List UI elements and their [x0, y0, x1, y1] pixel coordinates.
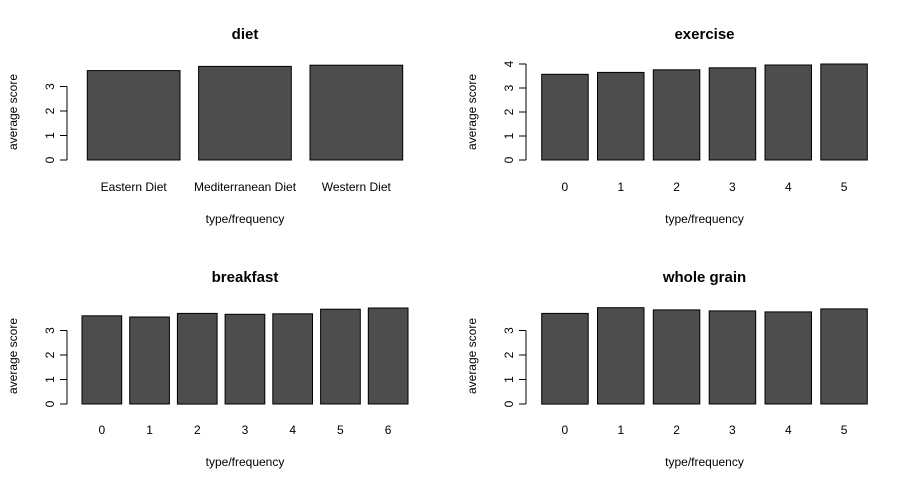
bar-4 — [272, 313, 313, 405]
bar-6 — [367, 307, 409, 405]
y-tick-label: 0 — [502, 156, 516, 163]
chart-panel-3: whole grain 0 1 2 3 4 5 0 1 2 3 type/frequency avera… — [465, 269, 868, 469]
bar-5 — [820, 63, 868, 161]
chart-title: whole grain — [662, 269, 746, 286]
y-axis-label: average score — [465, 318, 479, 394]
bar-0 — [541, 73, 589, 161]
y-tick-label: 2 — [502, 351, 516, 358]
bar-0 — [86, 70, 181, 161]
x-tick-label: Western Diet — [322, 180, 392, 194]
x-tick-label: Mediterranean Diet — [194, 180, 297, 194]
y-tick-label: 2 — [502, 108, 516, 115]
y-tick-label: 0 — [43, 156, 57, 163]
x-tick-label: 5 — [841, 423, 848, 437]
x-tick-label: 0 — [562, 180, 569, 194]
x-tick-label: 0 — [99, 423, 106, 437]
chart-title: diet — [232, 26, 259, 43]
x-axis-label: type/frequency — [665, 455, 744, 469]
x-tick-label: 2 — [194, 423, 201, 437]
y-tick-label: 0 — [502, 400, 516, 407]
x-axis-label: type/frequency — [206, 455, 285, 469]
y-tick-label: 3 — [43, 83, 57, 90]
bar-0 — [81, 315, 123, 405]
x-tick-label: 2 — [673, 423, 680, 437]
bar-1 — [129, 316, 170, 405]
chart-title: breakfast — [212, 269, 279, 286]
bar-3 — [708, 67, 757, 161]
y-tick-label: 3 — [502, 327, 516, 334]
x-tick-label: 5 — [337, 423, 344, 437]
bar-5 — [320, 308, 361, 405]
bar-2 — [176, 312, 218, 405]
bar-1 — [597, 71, 645, 161]
x-tick-label: 1 — [617, 423, 624, 437]
x-tick-label: 3 — [729, 180, 736, 194]
y-tick-label: 3 — [43, 327, 57, 334]
y-axis-label: average score — [6, 318, 20, 394]
y-tick-label: 1 — [43, 376, 57, 383]
chart-panel-2: breakfast 0 1 2 3 4 5 6 0 1 2 3 type/frequency averag… — [6, 269, 409, 469]
chart-title: exercise — [674, 26, 734, 43]
x-tick-label: 1 — [617, 180, 624, 194]
bar-2 — [652, 309, 701, 405]
bar-4 — [764, 64, 812, 161]
x-tick-label: 3 — [729, 423, 736, 437]
bar-2 — [309, 64, 404, 161]
y-tick-label: 2 — [43, 351, 57, 358]
x-tick-label: 0 — [562, 423, 569, 437]
bar-0 — [541, 312, 589, 405]
y-tick-label: 2 — [43, 107, 57, 114]
x-tick-label: 4 — [785, 423, 792, 437]
x-axis-label: type/frequency — [206, 212, 285, 226]
bar-1 — [198, 65, 292, 161]
chart-panel-1: exercise 0 1 2 3 4 5 0 1 2 3 4 type/frequency average… — [465, 26, 868, 226]
x-tick-label: 6 — [385, 423, 392, 437]
bar-2 — [652, 69, 701, 161]
x-tick-label: 3 — [242, 423, 249, 437]
y-tick-label: 1 — [502, 132, 516, 139]
y-tick-label: 3 — [502, 84, 516, 91]
x-tick-label: 4 — [289, 423, 296, 437]
y-axis-label: average score — [6, 74, 20, 150]
chart-panel-0: diet Eastern Diet Mediterranean Diet Wester… — [6, 26, 404, 226]
x-tick-label: 5 — [841, 180, 848, 194]
bar-1 — [597, 307, 645, 405]
bar-3 — [224, 313, 266, 405]
bar-4 — [764, 311, 812, 405]
y-tick-label: 4 — [502, 60, 516, 67]
x-tick-label: 4 — [785, 180, 792, 194]
x-tick-label: 1 — [146, 423, 153, 437]
y-tick-label: 1 — [43, 132, 57, 139]
y-tick-label: 0 — [43, 400, 57, 407]
bar-3 — [708, 310, 757, 405]
x-tick-label: Eastern Diet — [101, 180, 168, 194]
x-tick-label: 2 — [673, 180, 680, 194]
x-axis-label: type/frequency — [665, 212, 744, 226]
bar-5 — [820, 308, 868, 405]
y-axis-label: average score — [465, 74, 479, 150]
y-tick-label: 1 — [502, 376, 516, 383]
